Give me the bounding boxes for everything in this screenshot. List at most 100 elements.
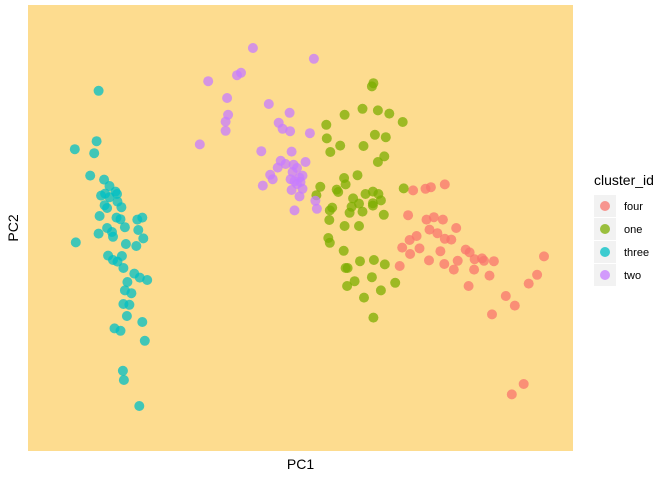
point-four-31: [506, 389, 517, 400]
point-one-53: [352, 170, 363, 181]
point-three-27: [70, 237, 81, 248]
point-four-10: [424, 224, 435, 235]
point-one-39: [355, 256, 365, 267]
point-three-2: [69, 144, 80, 155]
y-axis-title: PC2: [5, 214, 21, 241]
point-one-40: [368, 255, 379, 265]
point-two-34: [289, 205, 300, 216]
point-one-54: [333, 187, 344, 197]
point-one-47: [359, 292, 369, 303]
point-two-3: [232, 70, 242, 81]
legend-title: cluster_id: [594, 172, 654, 188]
point-two-20: [292, 163, 302, 173]
point-three-48: [94, 211, 105, 221]
point-three-24: [138, 233, 149, 244]
point-four-12: [446, 234, 457, 245]
point-one-4: [384, 108, 395, 119]
legend-key-one: [600, 224, 610, 234]
point-one-34: [339, 221, 350, 231]
point-two-37: [257, 180, 268, 191]
point-two-4: [222, 93, 233, 103]
point-one-31: [375, 195, 386, 206]
point-two-38: [300, 157, 311, 167]
point-three-21: [133, 225, 144, 235]
point-four-7: [437, 214, 448, 225]
point-two-14: [304, 128, 315, 139]
point-four-37: [479, 255, 489, 266]
point-two-31: [310, 195, 321, 206]
points-layer: [69, 43, 549, 411]
point-one-41: [379, 259, 390, 270]
point-four-33: [397, 242, 408, 253]
point-three-1: [91, 136, 102, 147]
point-three-26: [131, 241, 142, 251]
legend-key-two: [600, 270, 610, 280]
point-one-7: [321, 119, 332, 130]
point-one-37: [324, 237, 335, 248]
point-one-49: [368, 312, 379, 323]
point-one-6: [339, 109, 350, 120]
point-three-17: [115, 214, 126, 225]
point-one-35: [354, 221, 364, 231]
point-one-12: [380, 132, 391, 143]
point-three-44: [139, 335, 150, 346]
point-four-39: [451, 223, 462, 233]
point-one-46: [375, 285, 386, 296]
point-one-23: [360, 189, 371, 199]
point-three-43: [109, 323, 120, 334]
point-two-13: [285, 126, 296, 137]
point-four-38: [435, 246, 446, 257]
point-two-6: [194, 139, 205, 150]
point-three-0: [93, 85, 104, 96]
point-three-35: [122, 277, 133, 287]
point-three-46: [118, 375, 129, 385]
point-four-2: [425, 182, 436, 193]
point-four-25: [484, 270, 495, 281]
point-one-52: [339, 173, 350, 183]
point-four-35: [405, 249, 416, 259]
point-four-26: [463, 281, 474, 291]
point-four-0: [408, 185, 419, 196]
point-two-0: [247, 43, 258, 53]
point-three-50: [116, 251, 127, 261]
point-two-15: [256, 146, 267, 157]
point-one-11: [369, 129, 380, 140]
point-two-32: [311, 203, 322, 214]
point-one-55: [324, 205, 335, 216]
point-four-14: [460, 244, 471, 255]
point-one-16: [398, 183, 409, 194]
point-four-18: [532, 269, 543, 280]
point-three-14: [102, 203, 113, 213]
point-three-51: [102, 223, 113, 233]
point-four-22: [439, 259, 450, 269]
point-three-8: [112, 189, 122, 199]
point-one-10: [335, 140, 346, 151]
point-one-29: [357, 206, 368, 217]
point-three-39: [118, 299, 129, 309]
point-two-12: [284, 107, 295, 118]
point-one-3: [372, 105, 383, 116]
point-four-15: [469, 254, 480, 265]
point-four-30: [518, 379, 529, 389]
point-one-43: [340, 263, 351, 273]
point-two-7: [203, 76, 214, 87]
point-one-28: [344, 207, 355, 218]
point-four-27: [500, 291, 511, 301]
point-four-21: [488, 256, 499, 267]
point-three-4: [85, 170, 96, 181]
point-one-50: [349, 276, 360, 287]
legend-key-four: [600, 201, 610, 211]
point-one-13: [358, 141, 369, 151]
point-one-38: [338, 245, 349, 256]
point-one-33: [324, 215, 335, 225]
point-four-34: [394, 261, 405, 271]
plot-panel: [28, 5, 573, 451]
point-three-37: [126, 288, 137, 299]
point-two-9: [220, 116, 231, 127]
legend: cluster_id four one three two: [594, 172, 654, 286]
point-four-24: [469, 264, 480, 275]
point-four-16: [452, 255, 463, 266]
point-four-17: [539, 251, 549, 262]
legend-label-three: three: [624, 247, 649, 259]
